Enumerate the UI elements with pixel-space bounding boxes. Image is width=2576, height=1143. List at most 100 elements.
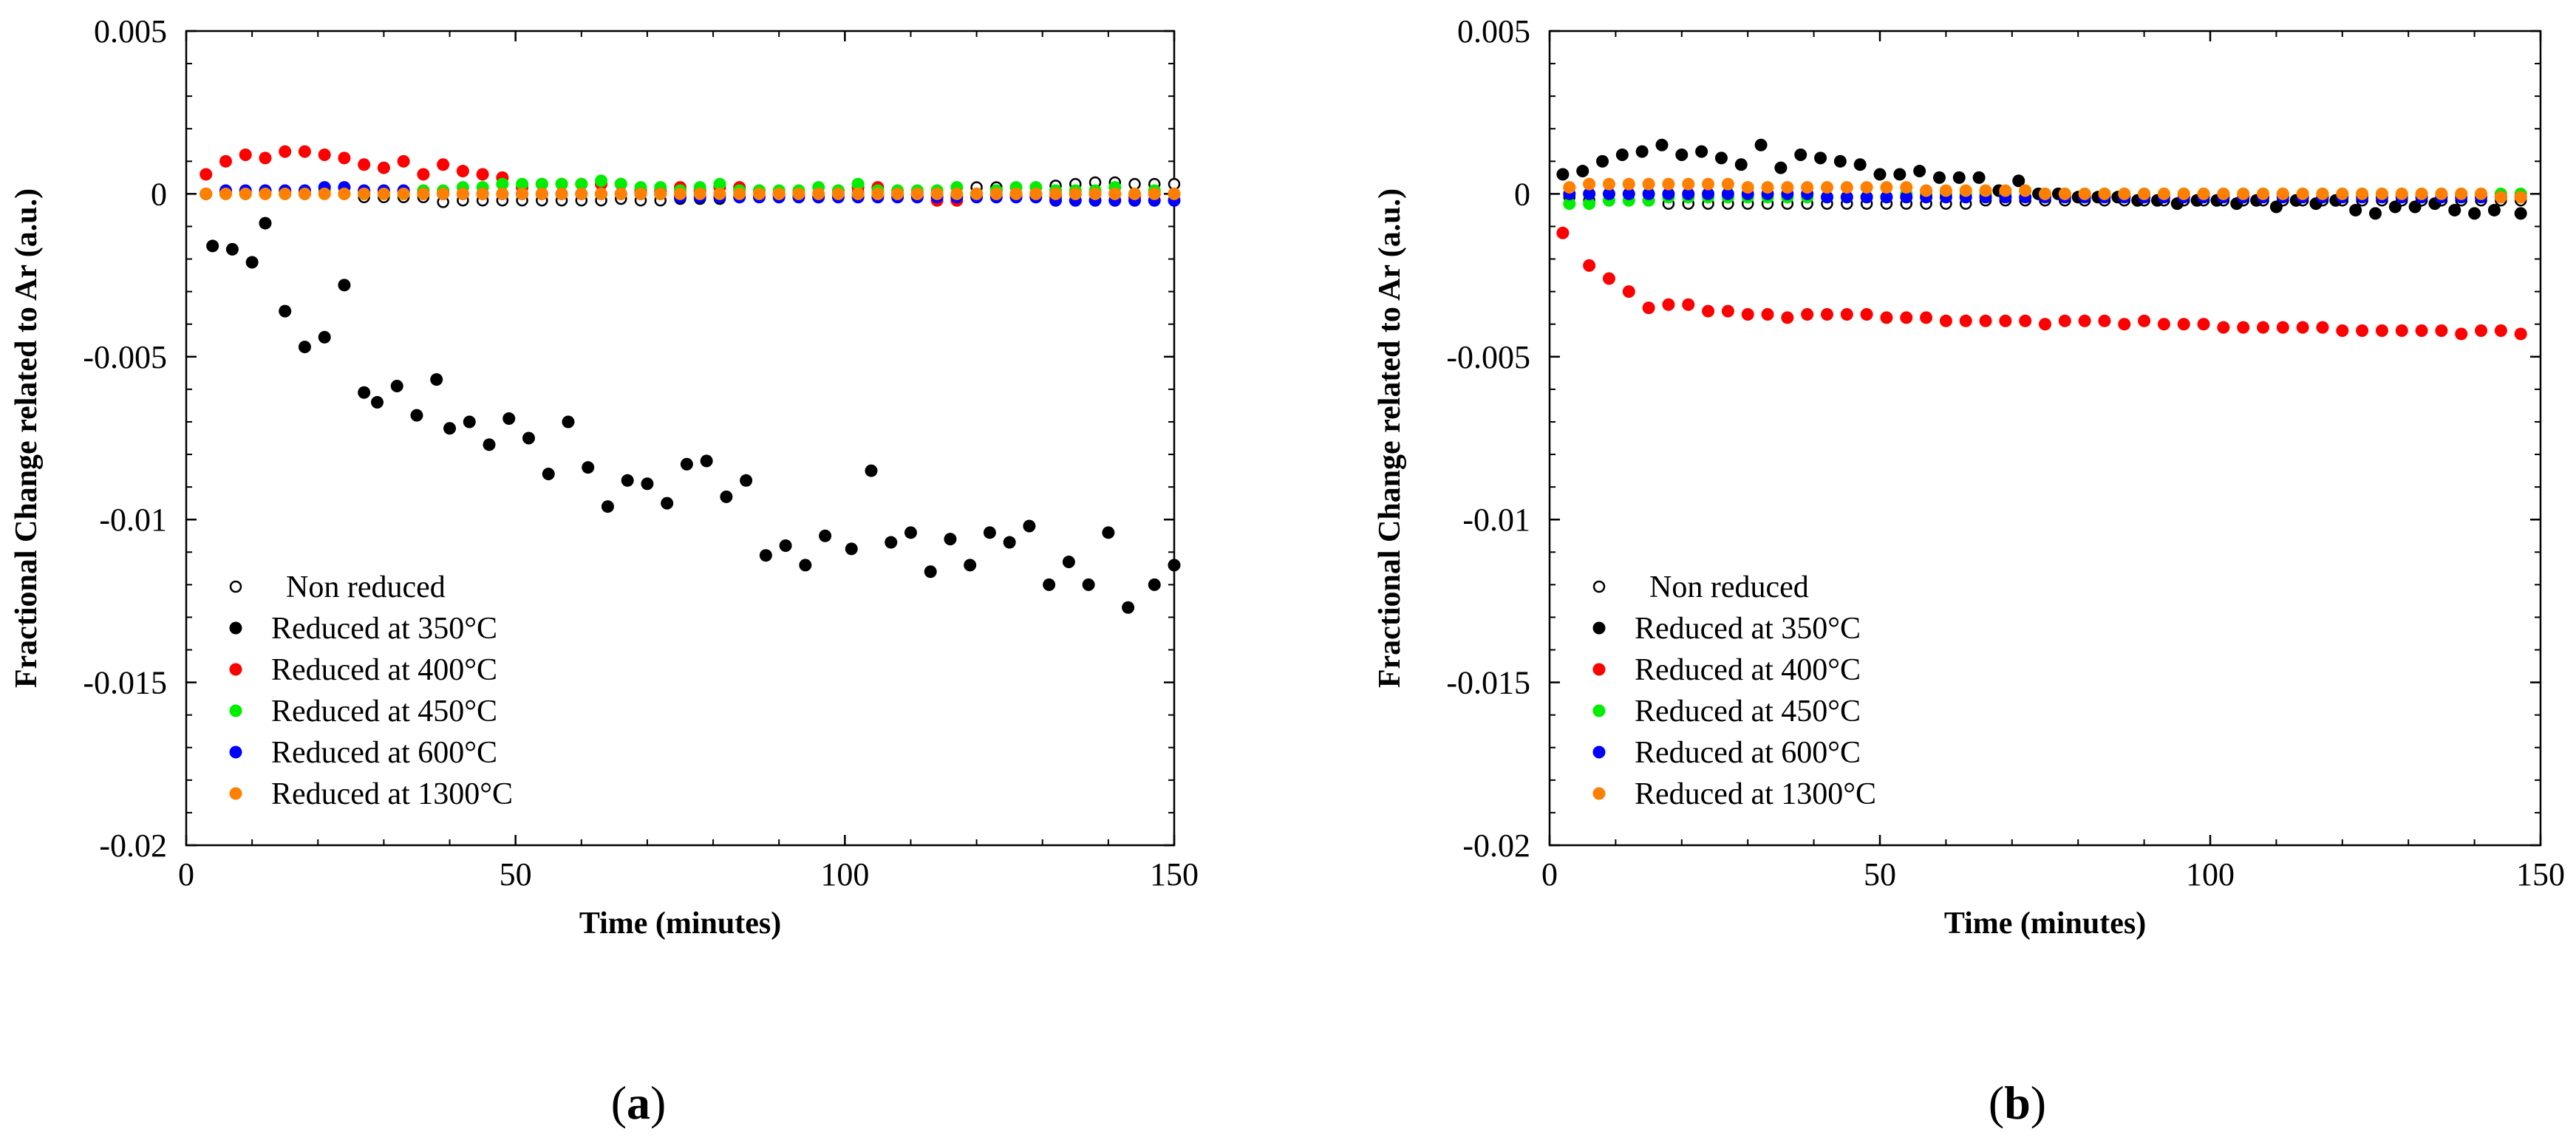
- x-tick-label: 0: [178, 856, 194, 893]
- data-point: [1102, 526, 1115, 539]
- panel-label-letter: b: [2004, 1077, 2031, 1129]
- data-point: [845, 542, 858, 556]
- x-tick-label: 50: [500, 856, 532, 893]
- data-point: [555, 187, 568, 200]
- data-point: [483, 438, 496, 451]
- data-point: [693, 187, 706, 200]
- data-point: [1023, 519, 1036, 533]
- chart-panel-b: 0 50 100 150 0.005 0 -0.005 -0.01 -0.015 -0.02 Tim…: [1373, 13, 2565, 1129]
- data-point: [2395, 324, 2408, 338]
- data-point: [1860, 191, 1873, 204]
- x-tick-label: 0: [1541, 856, 1558, 893]
- data-point: [397, 154, 410, 168]
- y-tick-label: 0: [151, 176, 167, 212]
- legend-entry-label: Reduced at 350°C: [271, 612, 497, 646]
- x-tick-label: 150: [2516, 856, 2565, 893]
- legend-entry-label: Non reduced: [286, 570, 446, 604]
- data-point: [792, 187, 805, 200]
- data-point: [885, 536, 898, 549]
- data-point: [430, 373, 443, 386]
- data-point: [1820, 181, 1833, 194]
- data-point: [1952, 171, 1966, 184]
- data-point: [964, 559, 977, 572]
- data-point: [1642, 187, 1655, 200]
- data-point: [2514, 327, 2527, 341]
- data-point: [2356, 187, 2369, 200]
- data-point: [443, 422, 457, 435]
- data-point: [733, 187, 746, 200]
- data-point: [575, 177, 588, 191]
- data-point: [1082, 578, 1095, 591]
- data-point: [1814, 151, 1827, 165]
- data-point: [1148, 187, 1161, 200]
- data-point: [865, 464, 878, 477]
- legend-marker: [229, 621, 242, 635]
- data-point: [1801, 181, 1814, 194]
- data-point: [2058, 314, 2071, 327]
- data-point: [2237, 187, 2250, 200]
- y-tick-label: -0.015: [83, 665, 167, 701]
- data-point: [2369, 207, 2382, 220]
- data-point: [713, 187, 726, 200]
- legend: Non reduced Reduced at 350°C Reduced at 40…: [229, 570, 513, 811]
- data-point: [1635, 145, 1649, 158]
- legend-entry-label: Reduced at 600°C: [1635, 736, 1861, 770]
- data-point: [2468, 207, 2481, 220]
- data-point: [1880, 181, 1893, 194]
- data-point: [2455, 327, 2468, 341]
- data-point: [516, 177, 529, 191]
- data-point: [621, 474, 634, 487]
- data-point: [206, 239, 219, 253]
- data-point: [1602, 187, 1615, 200]
- legend-marker: [229, 580, 242, 593]
- data-point: [634, 187, 647, 200]
- data-point: [740, 474, 753, 487]
- data-point: [700, 454, 713, 468]
- data-point: [2336, 187, 2349, 200]
- y-axis-title: Fractional Change related to Ar (a.u.): [1373, 188, 1407, 688]
- data-point: [318, 330, 331, 344]
- legend-marker: [229, 663, 242, 676]
- data-point: [2408, 200, 2422, 214]
- panel-label-letter: a: [627, 1077, 650, 1129]
- data-point: [1675, 149, 1689, 162]
- data-point: [641, 477, 654, 491]
- data-point: [1662, 187, 1675, 200]
- data-point: [2098, 187, 2111, 200]
- data-point: [680, 457, 693, 471]
- data-point: [1043, 578, 1056, 591]
- legend-entry-label: Reduced at 400°C: [271, 653, 497, 687]
- data-point: [1622, 187, 1635, 200]
- data-point: [1702, 177, 1715, 191]
- data-point: [2375, 324, 2388, 338]
- data-point: [1900, 191, 1913, 204]
- data-point: [1721, 177, 1734, 191]
- data-point: [1721, 187, 1734, 200]
- data-point: [1774, 161, 1788, 174]
- legend-entry-label: Non reduced: [1649, 570, 1809, 604]
- data-point: [1148, 578, 1161, 591]
- data-point: [239, 187, 252, 200]
- data-point: [377, 161, 390, 174]
- data-point: [1900, 181, 1913, 194]
- data-point: [338, 151, 351, 165]
- data-point: [2039, 187, 2051, 200]
- data-point: [1939, 314, 1952, 327]
- data-point: [1781, 181, 1794, 194]
- x-axis-title: Time (minutes): [579, 907, 781, 941]
- panel-label-open: (: [1989, 1077, 2004, 1129]
- x-tick-label: 100: [820, 856, 869, 893]
- data-point: [2435, 324, 2448, 338]
- series-5: [1563, 177, 2527, 204]
- data-point: [2514, 207, 2527, 220]
- panel-label-close: ): [650, 1077, 666, 1129]
- data-point: [2435, 187, 2448, 200]
- y-tick-label: 0.005: [94, 13, 167, 50]
- data-point: [2269, 200, 2283, 214]
- data-point: [1820, 191, 1833, 204]
- data-point: [535, 187, 548, 200]
- data-point: [1583, 187, 1596, 200]
- data-point: [720, 490, 733, 503]
- data-point: [2494, 191, 2507, 204]
- y-tick-label: -0.01: [99, 502, 167, 538]
